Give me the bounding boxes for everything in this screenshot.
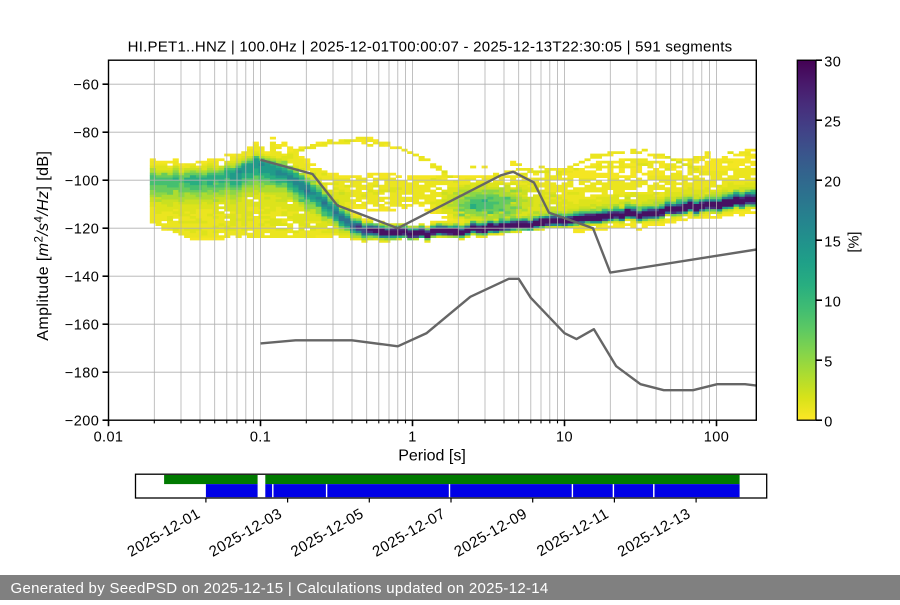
svg-text:Generated by SeedPSD on 2025-1: Generated by SeedPSD on 2025-12-15 | Cal… <box>11 580 549 597</box>
svg-text:HI.PET1..HNZ | 100.0Hz | 2025-: HI.PET1..HNZ | 100.0Hz | 2025-12-01T00:0… <box>128 39 733 56</box>
svg-text:−100: −100 <box>65 174 99 190</box>
svg-text:20: 20 <box>824 174 841 190</box>
svg-text:Period [s]: Period [s] <box>398 448 466 465</box>
svg-text:−200: −200 <box>65 414 99 430</box>
svg-text:100: 100 <box>704 430 729 446</box>
svg-text:−120: −120 <box>65 222 99 238</box>
svg-text:0.1: 0.1 <box>250 430 271 446</box>
svg-text:5: 5 <box>824 354 832 370</box>
svg-text:0: 0 <box>824 414 832 430</box>
svg-text:[%]: [%] <box>847 232 863 253</box>
svg-text:10: 10 <box>556 430 573 446</box>
svg-text:Amplitude [m2/s4/Hz] [dB]: Amplitude [m2/s4/Hz] [dB] <box>34 151 53 341</box>
svg-text:−160: −160 <box>65 318 99 334</box>
svg-text:−80: −80 <box>73 126 99 142</box>
svg-text:−140: −140 <box>65 270 99 286</box>
svg-text:15: 15 <box>824 234 841 250</box>
svg-text:1: 1 <box>408 430 416 446</box>
svg-text:10: 10 <box>824 294 841 310</box>
svg-text:30: 30 <box>824 54 841 70</box>
svg-text:25: 25 <box>824 114 841 130</box>
svg-text:−60: −60 <box>73 78 99 94</box>
svg-text:−180: −180 <box>65 366 99 382</box>
svg-text:0.01: 0.01 <box>94 430 124 446</box>
